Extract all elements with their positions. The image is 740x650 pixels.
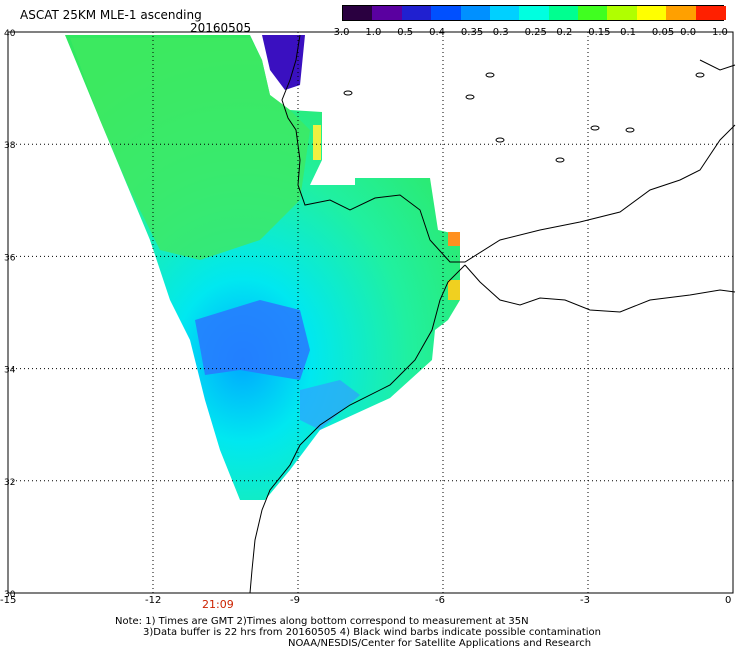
island-outline xyxy=(625,127,635,133)
colorbar-label: -0.25 xyxy=(521,27,547,38)
colorbar-segment xyxy=(431,6,462,20)
colorbar-segment xyxy=(372,6,403,20)
island-outline xyxy=(465,94,475,100)
lat-tick-label: 30 xyxy=(4,590,16,600)
colorbar-label: -0.05 xyxy=(648,27,675,38)
island-outline xyxy=(343,90,353,96)
colorbar-label: -0.15 xyxy=(584,27,611,38)
lon-tick-label: -15 xyxy=(0,595,16,606)
colorbar-label: -0.1 xyxy=(616,27,637,38)
swath-time-label: 21:09 xyxy=(202,598,234,611)
coastline xyxy=(464,264,736,313)
colorbar-label: -3.0 xyxy=(330,27,350,38)
lat-tick-label: 34 xyxy=(4,366,16,376)
lon-tick-label: -3 xyxy=(580,595,590,606)
product-title: ASCAT 25KM MLE-1 ascending xyxy=(20,8,202,22)
colorbar-segment xyxy=(695,6,726,20)
lat-tick-label: 36 xyxy=(4,253,16,263)
colorbar-segment xyxy=(489,6,521,20)
colorbar-segment xyxy=(666,6,697,20)
coastline xyxy=(699,59,736,71)
swath-blue-zone xyxy=(195,300,310,380)
swath-blue-zone-south xyxy=(300,380,360,430)
lon-tick-label: -12 xyxy=(145,595,161,606)
swath-green-zone xyxy=(70,38,310,260)
colorbar-label: -0.4 xyxy=(425,27,446,38)
coastline xyxy=(249,264,466,594)
colorbar-label: 1.0 xyxy=(712,27,728,38)
colorbar-label: -0.35 xyxy=(457,27,484,38)
swath-purple-corner xyxy=(262,35,305,90)
colorbar-segment xyxy=(607,6,638,20)
colorbar-segment xyxy=(548,6,580,20)
coastline xyxy=(281,34,736,263)
island-outline xyxy=(485,72,495,78)
note-credit: NOAA/NESDIS/Center for Satellite Applica… xyxy=(288,638,592,649)
lat-tick-label: 32 xyxy=(4,478,15,488)
colorbar-segment xyxy=(636,6,668,20)
swath-yellow-edge-south xyxy=(448,280,460,300)
colorbar-label: 0.0 xyxy=(680,27,697,38)
note-line-1: Note: 1) Times are GMT 2)Times along bot… xyxy=(115,616,529,627)
color-scale-bar xyxy=(342,5,726,21)
island-outline xyxy=(590,125,600,131)
colorbar-segment xyxy=(343,6,374,20)
lon-tick-label: 0 xyxy=(725,595,731,606)
colorbar-label: -1.0 xyxy=(361,27,382,38)
colorbar-label: -0.3 xyxy=(489,27,509,38)
colorbar-segment xyxy=(401,6,433,20)
swath-orange-edge xyxy=(448,232,460,246)
colorbar-segment xyxy=(578,6,609,20)
lon-tick-label: -9 xyxy=(290,595,300,606)
colorbar-label: -0.2 xyxy=(552,27,573,38)
map-frame xyxy=(7,31,734,594)
note-line-2: 3)Data buffer is 22 hrs from 20160505 4)… xyxy=(143,627,601,638)
swath-yellow-edge xyxy=(313,125,321,160)
lon-tick-label: -6 xyxy=(435,595,445,606)
lat-tick-label: 38 xyxy=(4,141,16,151)
island-outline xyxy=(495,137,505,143)
colorbar-label: -0.5 xyxy=(393,27,414,38)
island-outline xyxy=(695,72,705,78)
island-outline xyxy=(555,157,565,163)
colorbar-segment xyxy=(460,6,491,20)
colorbar-segment xyxy=(519,6,550,20)
lat-tick-label: 40 xyxy=(4,29,16,39)
